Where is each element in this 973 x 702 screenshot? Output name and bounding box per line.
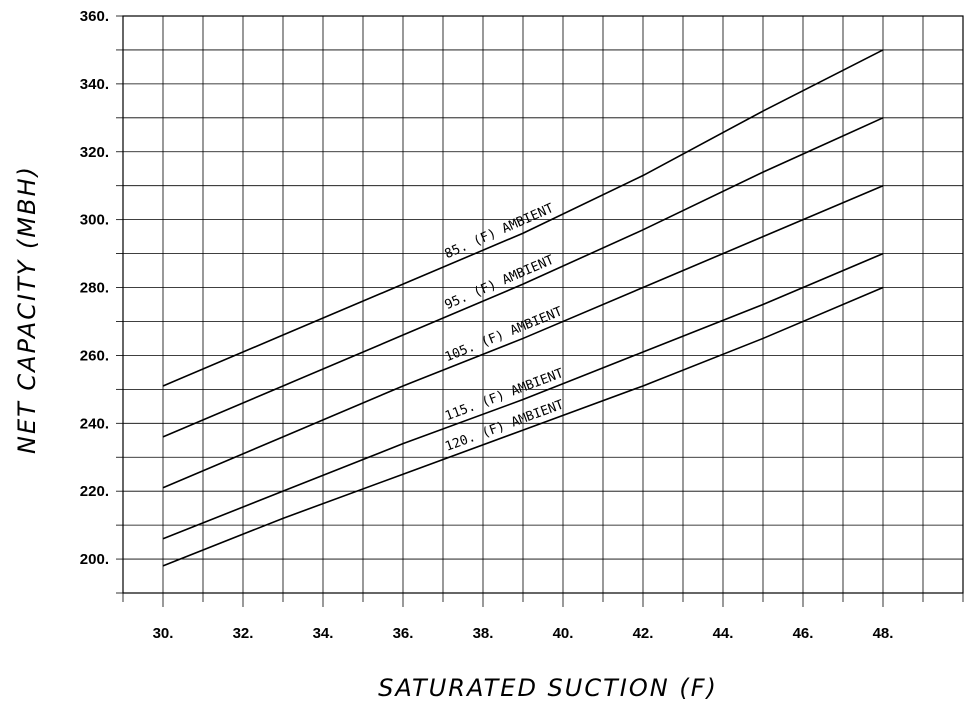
y-tick-label: 340. <box>80 76 109 93</box>
x-tick-label: 48. <box>873 625 894 642</box>
y-tick-label: 360. <box>80 8 109 25</box>
y-tick-label: 260. <box>80 347 109 364</box>
y-tick-label: 220. <box>80 483 109 500</box>
plot-frame <box>122 15 964 594</box>
y-axis-title: NET CAPACITY (MBH) <box>13 165 41 454</box>
axis-ticks: 30. 32. 34. 36. 38. 40. 42. 44. 46. 48. 200. 220. 24… <box>80 8 964 642</box>
series-line-4 <box>162 286 884 567</box>
x-tick-label: 46. <box>793 625 814 642</box>
series-lines <box>162 49 884 567</box>
x-tick-label: 36. <box>393 625 414 642</box>
series-line-3 <box>162 252 884 540</box>
series-label-0: 85. (F) AMBIENT <box>443 201 557 262</box>
grid <box>122 15 964 594</box>
y-tick-label: 320. <box>80 144 109 161</box>
series-line-0 <box>162 49 884 387</box>
x-axis-title: SATURATED SUCTION (F) <box>378 674 718 702</box>
y-tick-label: 280. <box>80 280 109 297</box>
x-tick-label: 42. <box>633 625 654 642</box>
y-tick-label: 300. <box>80 212 109 229</box>
x-tick-label: 38. <box>473 625 494 642</box>
series-line-2 <box>162 184 884 489</box>
x-tick-label: 32. <box>233 625 254 642</box>
series-label-1: 95. (F) AMBIENT <box>443 253 557 313</box>
x-tick-label: 44. <box>713 625 734 642</box>
x-tick-label: 40. <box>553 625 574 642</box>
y-tick-label: 200. <box>80 551 109 568</box>
x-tick-label: 34. <box>313 625 334 642</box>
x-tick-label: 30. <box>153 625 174 642</box>
y-tick-label: 240. <box>80 415 109 432</box>
series-line-1 <box>162 117 884 438</box>
series-label-2: 105. (F) AMBIENT <box>443 304 565 365</box>
